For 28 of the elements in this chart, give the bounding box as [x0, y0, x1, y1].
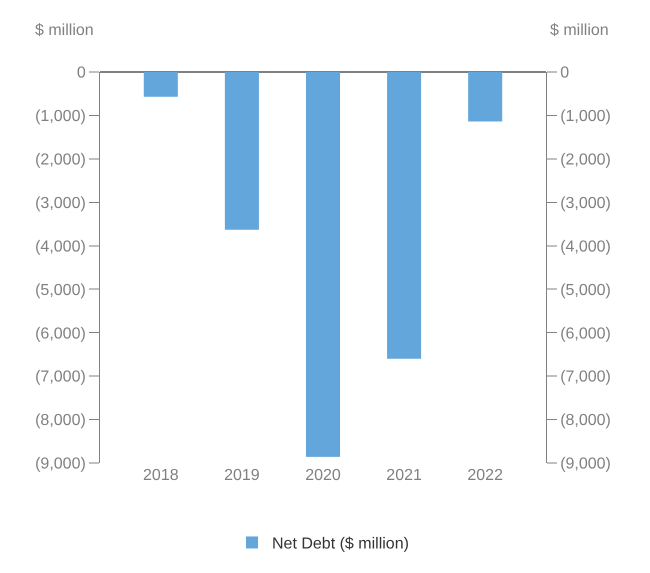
y2-tick-label: (8,000) [560, 412, 611, 430]
y2-tick-label: (1,000) [560, 108, 611, 126]
x-tick-label: 2018 [143, 467, 179, 484]
y-tick-label: (2,000) [35, 151, 86, 168]
y-tick-label: (3,000) [35, 194, 86, 212]
y-tick-label: (9,000) [35, 456, 86, 473]
y2-tick-label: (2,000) [560, 151, 611, 168]
y2-tick-label: (7,000) [560, 368, 611, 386]
y-tick-label: (1,000) [35, 108, 86, 126]
x-tick-label: 2019 [224, 467, 260, 484]
y2-tick-label: (5,000) [560, 282, 611, 299]
x-tick-label: 2022 [467, 467, 504, 484]
legend-label: Net Debt ($ million) [272, 536, 409, 553]
y-axis-title: $ million [35, 22, 94, 39]
y-tick-label: (4,000) [35, 238, 86, 256]
y2-axis-title: $ million [550, 22, 609, 39]
y-tick-label: 0 [76, 64, 86, 82]
y2-tick-label: (6,000) [560, 325, 611, 342]
y2-tick-label: (4,000) [560, 238, 611, 256]
y-tick-label: (7,000) [35, 368, 86, 386]
x-tick-label: 2020 [305, 467, 341, 484]
y-tick-label: (6,000) [35, 325, 86, 342]
y-tick-label: (8,000) [35, 412, 86, 430]
y2-tick-label: (9,000) [560, 456, 611, 473]
y2-tick-label: 0 [560, 64, 570, 82]
y2-tick-label: (3,000) [560, 194, 611, 212]
x-tick-label: 2021 [386, 467, 422, 484]
y-tick-label: (5,000) [35, 282, 86, 299]
